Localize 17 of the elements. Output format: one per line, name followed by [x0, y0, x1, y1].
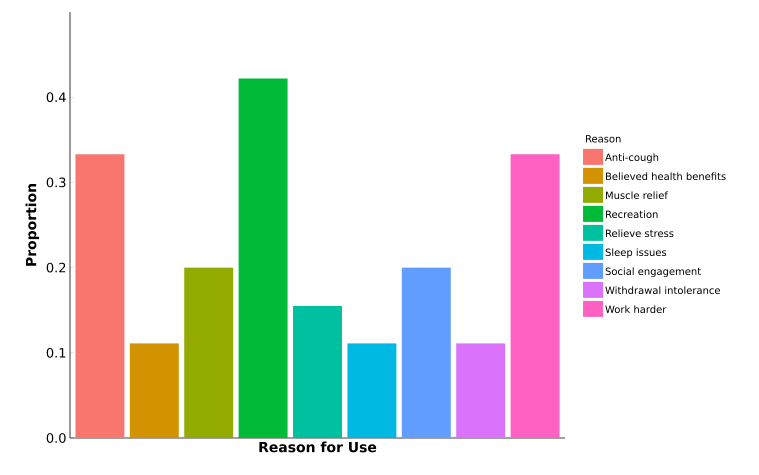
legend-title: Reason — [586, 135, 621, 143]
y-tick-label: 0.4 — [46, 92, 66, 102]
y-tick-label: 0.3 — [46, 178, 66, 188]
legend-label: Sleep issues — [606, 248, 666, 258]
y-tick-label: 0.0 — [46, 433, 66, 443]
y-tick-label: 0.2 — [46, 262, 66, 272]
legend-label: Social engagement — [606, 267, 701, 277]
legend-label: Recreation — [606, 210, 658, 218]
legend-label: Withdrawal intolerance — [605, 286, 720, 294]
legend-label: Anti-cough — [605, 153, 658, 163]
legend-label: Believed health benefits — [606, 172, 726, 180]
legend-label: Work harder — [605, 305, 666, 314]
y-tick-label: 0.1 — [46, 348, 66, 358]
legend-label: Relieve stress — [606, 229, 674, 238]
x-axis-title: Reason for Use — [259, 442, 376, 452]
legend-label: Muscle relief — [606, 191, 668, 200]
y-axis-title: Proportion — [26, 184, 40, 266]
